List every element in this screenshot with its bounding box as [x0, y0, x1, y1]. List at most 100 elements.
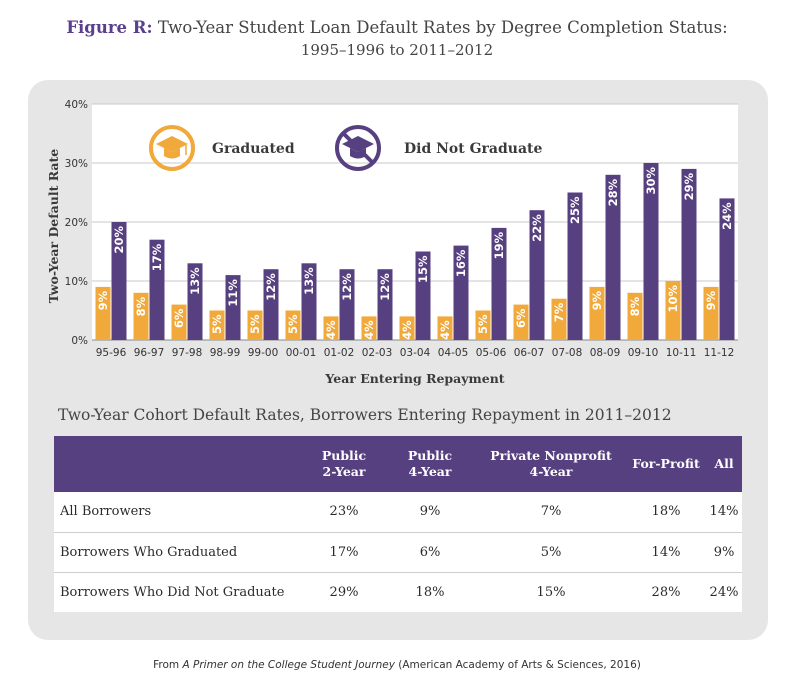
bar-chart: 0%10%20%30%40% 9%20%8%17%6%13%5%11%5%12%…: [46, 99, 738, 386]
y-axis-ticks: 0% 10% 20% 30% 40%: [65, 99, 88, 347]
y-tick-label: 10%: [65, 276, 88, 288]
bar-value-label: 9%: [704, 290, 718, 310]
x-tick-label: 06-07: [514, 347, 545, 359]
source-work: A Primer on the College Student Journey: [182, 659, 395, 671]
bar-graduated: [437, 316, 453, 340]
x-tick-label: 99-00: [248, 347, 279, 359]
bar-graduated: [323, 316, 339, 340]
header-line: Public: [407, 448, 453, 463]
bar-graduated: [95, 286, 111, 340]
bar-value-label: 30%: [644, 167, 658, 195]
bar-graduated: [475, 310, 491, 340]
bar-value-label: 4%: [324, 320, 338, 340]
bar-value-label: 13%: [302, 267, 316, 295]
bar-did-not-graduate: [377, 269, 393, 340]
bar-did-not-graduate: [149, 239, 165, 340]
x-axis-title: Year Entering Repayment: [324, 371, 504, 386]
y-tick-label: 20%: [65, 217, 88, 229]
header-line: 4-Year: [408, 464, 452, 479]
bar-graduated: [133, 292, 149, 340]
bar-value-label: 11%: [226, 279, 240, 307]
legend-label-did-not-graduate: Did Not Graduate: [404, 141, 543, 157]
graduation-cap-icon: [149, 125, 195, 171]
bar-value-label: 6%: [514, 308, 528, 328]
x-tick-label: 95-96: [96, 347, 127, 359]
header-line: Public: [321, 448, 367, 463]
bar-graduated: [285, 310, 301, 340]
table-cell: 29%: [304, 572, 384, 612]
table-cell: 9%: [706, 532, 742, 573]
bar-value-label: 22%: [530, 214, 544, 242]
table-cell: 7%: [476, 492, 626, 533]
figure-title-text: Two-Year Student Loan Default Rates by D…: [157, 18, 728, 37]
bar-value-label: 15%: [416, 255, 430, 283]
header-empty: [54, 436, 304, 492]
bar-value-label: 17%: [150, 243, 164, 271]
table-title: Two-Year Cohort Default Rates, Borrowers…: [58, 406, 672, 424]
bar-graduated: [703, 286, 719, 340]
table-cell: 17%: [304, 532, 384, 573]
bar-graduated: [361, 316, 377, 340]
x-axis-ticks: 95-96 96-97 97-98 98-99 99-00 00-01 01-02 02-03…: [96, 347, 735, 359]
bar-graduated: [589, 286, 605, 340]
table-row: Borrowers Who Did Not Graduate 29% 18% 1…: [54, 572, 742, 612]
bar-did-not-graduate: [301, 263, 317, 340]
x-tick-label: 03-04: [400, 347, 431, 359]
bar-value-label: 8%: [134, 296, 148, 316]
bar-did-not-graduate: [225, 275, 241, 340]
header-all: All: [706, 436, 742, 492]
bar-value-label: 10%: [666, 285, 680, 313]
bar-value-label: 5%: [248, 314, 262, 334]
bar-value-label: 19%: [492, 231, 506, 259]
figure-label: Figure R:: [66, 18, 153, 37]
y-tick-label: 30%: [65, 158, 88, 170]
source-prefix: From: [153, 659, 183, 671]
bar-value-label: 25%: [568, 196, 582, 224]
bar-did-not-graduate: [719, 198, 735, 340]
x-tick-label: 11-12: [704, 347, 735, 359]
bar-value-label: 12%: [340, 273, 354, 301]
table-cell: 14%: [626, 532, 706, 573]
x-tick-label: 00-01: [286, 347, 317, 359]
x-tick-label: 10-11: [666, 347, 697, 359]
table-row: All Borrowers 23% 9% 7% 18% 14%: [54, 492, 742, 533]
legend-label-graduated: Graduated: [212, 141, 295, 157]
bar-value-label: 5%: [210, 314, 224, 334]
bar-graduated: [665, 281, 681, 340]
table-cell: 18%: [384, 572, 476, 612]
bar-graduated: [247, 310, 263, 340]
header-line: 2-Year: [322, 464, 366, 479]
bar-did-not-graduate: [263, 269, 279, 340]
y-tick-label: 40%: [65, 99, 88, 111]
table-cell: 14%: [706, 492, 742, 533]
x-tick-label: 09-10: [628, 347, 659, 359]
bar-did-not-graduate: [567, 192, 583, 340]
bar-graduated: [209, 310, 225, 340]
row-label: All Borrowers: [54, 492, 304, 533]
row-label: Borrowers Who Graduated: [54, 532, 304, 573]
y-axis-title: Two-Year Default Rate: [46, 149, 61, 303]
bar-did-not-graduate: [491, 227, 507, 340]
bar-graduated: [171, 304, 187, 340]
header-line: For-Profit: [632, 456, 700, 471]
bar-value-label: 13%: [188, 267, 202, 295]
figure-title: Figure R: Two-Year Student Loan Default …: [0, 16, 794, 62]
table-cell: 5%: [476, 532, 626, 573]
bar-graduated: [551, 298, 567, 340]
header-private-nonprofit: Private Nonprofit 4-Year: [476, 436, 626, 492]
bar-value-label: 7%: [552, 302, 566, 322]
header-public-4-year: Public 4-Year: [384, 436, 476, 492]
row-label: Borrowers Who Did Not Graduate: [54, 572, 304, 612]
x-tick-label: 02-03: [362, 347, 393, 359]
chart-bars: 9%20%8%17%6%13%5%11%5%12%5%13%4%12%4%12%…: [95, 163, 735, 340]
bar-did-not-graduate: [681, 168, 697, 340]
x-tick-label: 05-06: [476, 347, 507, 359]
bar-value-label: 5%: [476, 314, 490, 334]
table-cell: 24%: [706, 572, 742, 612]
bar-value-label: 9%: [96, 290, 110, 310]
table-cell: 28%: [626, 572, 706, 612]
bar-value-label: 9%: [590, 290, 604, 310]
x-tick-label: 97-98: [172, 347, 203, 359]
bar-value-label: 20%: [112, 226, 126, 254]
bar-did-not-graduate: [529, 210, 545, 340]
